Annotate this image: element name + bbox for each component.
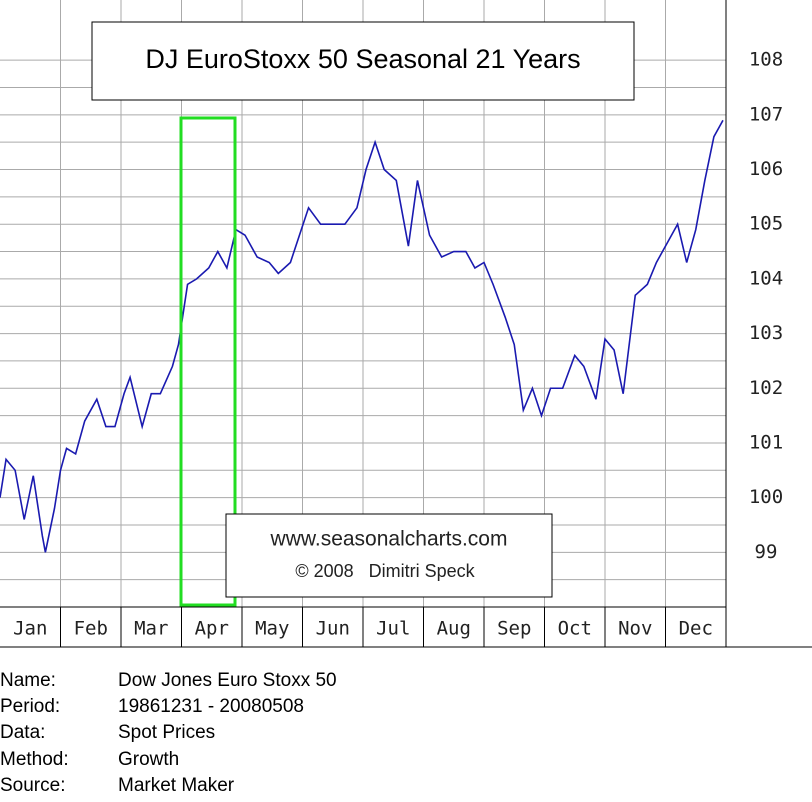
info-label: Period: [0, 696, 61, 718]
info-label: Method: [0, 748, 69, 770]
info-label: Name: [0, 670, 56, 691]
info-value: 19861231 - 20080508 [118, 696, 304, 718]
info-table: Name: Dow Jones Euro Stoxx 50 Period: 19861… [0, 670, 812, 801]
info-label: Source: [0, 774, 66, 796]
y-tick-label: 103 [749, 322, 783, 344]
x-tick-label: Mar [134, 618, 168, 640]
highlight-box [179, 116, 237, 607]
chart: DJ EuroStoxx 50 Seasonal 21 Years www.se… [0, 0, 812, 648]
y-tick-label: 104 [749, 267, 783, 289]
data-line [0, 119, 724, 553]
x-tick-label: Nov [618, 618, 652, 640]
y-tick-label: 101 [749, 431, 783, 453]
info-row: Data: Spot Prices [0, 722, 812, 748]
y-tick-label: 100 [749, 486, 783, 508]
watermark-credit: © 2008 Dimitri Speck [295, 561, 475, 581]
x-tick-label: Aug [437, 618, 471, 640]
x-tick-label: Jul [376, 618, 410, 640]
info-value: Growth [118, 748, 180, 770]
y-tick-label: 99 [755, 541, 778, 563]
y-tick-label: 102 [749, 377, 783, 399]
info-label: Data: [0, 722, 46, 744]
info-row: Method: Growth [0, 749, 812, 775]
info-value: Dow Jones Euro Stoxx 50 [118, 670, 337, 691]
y-tick-label: 108 [749, 49, 783, 71]
x-tick-label: May [255, 618, 289, 640]
watermark-url: www.seasonalcharts.com [270, 528, 508, 551]
info-row: Period: 19861231 - 20080508 [0, 696, 812, 722]
info-row: Source: Market Maker [0, 775, 812, 801]
x-tick-label: Apr [195, 618, 229, 640]
info-value: Market Maker [118, 774, 235, 796]
x-tick-label: Feb [74, 618, 108, 640]
y-tick-label: 106 [749, 158, 783, 180]
info-value: Spot Prices [118, 722, 216, 744]
watermark-box [225, 513, 553, 598]
y-tick-label: 107 [749, 103, 783, 125]
x-tick-label: Jun [316, 618, 350, 640]
x-tick-label: Sep [497, 618, 531, 640]
x-tick-label: Jan [13, 618, 47, 640]
y-tick-label: 105 [749, 213, 783, 235]
info-row: Name: Dow Jones Euro Stoxx 50 [0, 670, 812, 696]
x-tick-label: Dec [679, 618, 713, 640]
x-tick-label: Oct [558, 618, 592, 640]
title-box [91, 21, 635, 101]
chart-title: DJ EuroStoxx 50 Seasonal 21 Years [145, 44, 580, 74]
